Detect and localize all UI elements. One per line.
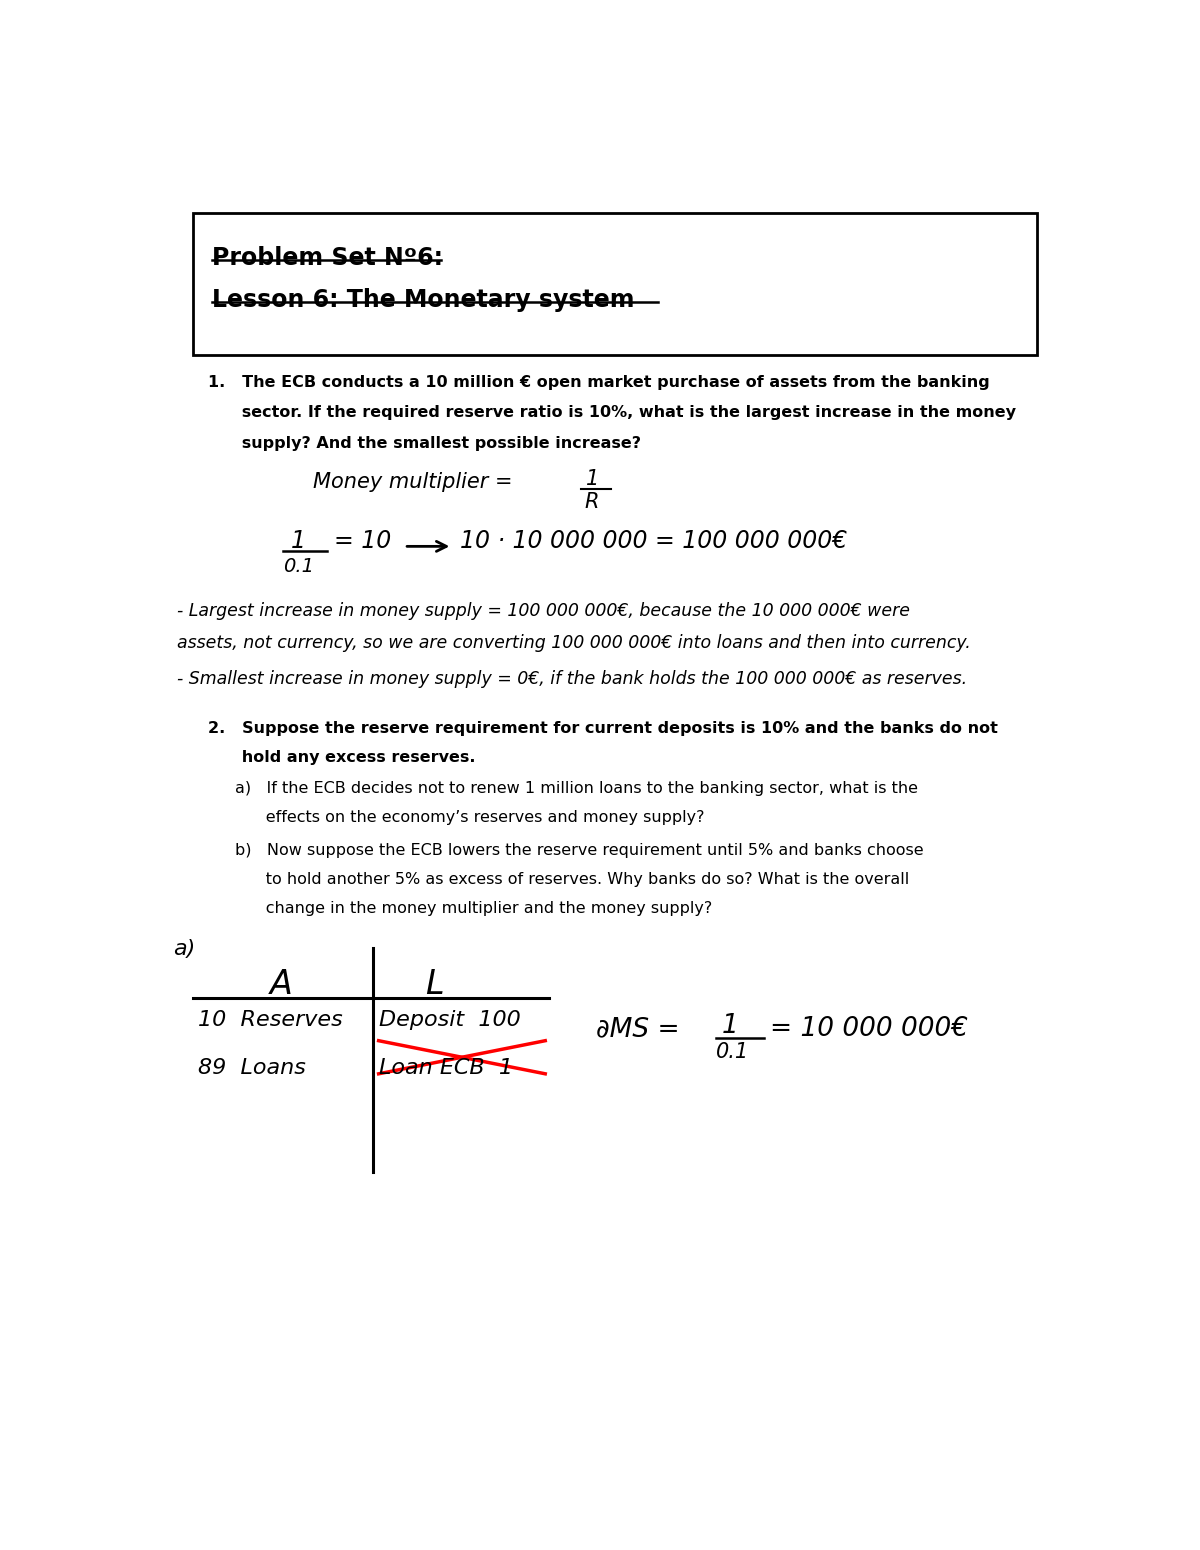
Text: 0.1: 0.1: [715, 1042, 749, 1062]
Text: 1: 1: [586, 470, 599, 490]
Text: - Smallest increase in money supply = 0€, if the bank holds the 100 000 000€ as : - Smallest increase in money supply = 0€…: [178, 670, 967, 688]
Text: Lesson 6: The Monetary system: Lesson 6: The Monetary system: [212, 288, 635, 312]
Text: 1: 1: [292, 529, 306, 553]
Text: Problem Set Nº6:: Problem Set Nº6:: [212, 246, 443, 270]
Text: a)   If the ECB decides not to renew 1 million loans to the banking sector, what: a) If the ECB decides not to renew 1 mil…: [235, 781, 918, 797]
Text: assets, not currency, so we are converting 100 000 000€ into loans and then into: assets, not currency, so we are converti…: [178, 634, 971, 653]
Text: a): a): [173, 939, 196, 959]
FancyBboxPatch shape: [193, 212, 1037, 355]
Text: 0.1: 0.1: [283, 556, 314, 577]
Text: A: A: [270, 967, 293, 1001]
Text: R: R: [584, 493, 599, 513]
Text: 1.   The ECB conducts a 10 million € open market purchase of assets from the ban: 1. The ECB conducts a 10 million € open …: [208, 375, 990, 389]
Text: Money multiplier =: Money multiplier =: [313, 473, 518, 493]
Text: b)   Now suppose the ECB lowers the reserve requirement until 5% and banks choos: b) Now suppose the ECB lowers the reserv…: [235, 843, 924, 857]
Text: Deposit  100: Deposit 100: [379, 1011, 521, 1029]
Text: effects on the economy’s reserves and money supply?: effects on the economy’s reserves and mo…: [235, 811, 704, 826]
Text: 1: 1: [722, 1014, 739, 1038]
Text: hold any excess reserves.: hold any excess reserves.: [208, 750, 475, 766]
Text: ∂MS =: ∂MS =: [595, 1017, 688, 1042]
Text: = 10 000 000€: = 10 000 000€: [770, 1017, 968, 1042]
Text: Loan ECB  1: Loan ECB 1: [379, 1057, 514, 1077]
Text: sector. If the required reserve ratio is 10%, what is the largest increase in th: sector. If the required reserve ratio is…: [208, 406, 1016, 420]
Text: change in the money multiplier and the money supply?: change in the money multiplier and the m…: [235, 902, 713, 916]
Text: 10  Reserves: 10 Reserves: [198, 1011, 343, 1029]
Text: L: L: [425, 967, 444, 1001]
Text: to hold another 5% as excess of reserves. Why banks do so? What is the overall: to hold another 5% as excess of reserves…: [235, 873, 910, 887]
Text: 89  Loans: 89 Loans: [198, 1057, 306, 1077]
Text: 10 · 10 000 000 = 100 000 000€: 10 · 10 000 000 = 100 000 000€: [460, 529, 847, 553]
Text: 2.   Suppose the reserve requirement for current deposits is 10% and the banks d: 2. Suppose the reserve requirement for c…: [208, 721, 998, 736]
Text: = 10: = 10: [335, 529, 391, 553]
Text: - Largest increase in money supply = 100 000 000€, because the 10 000 000€ were: - Largest increase in money supply = 100…: [178, 601, 910, 620]
Text: supply? And the smallest possible increase?: supply? And the smallest possible increa…: [208, 436, 641, 451]
